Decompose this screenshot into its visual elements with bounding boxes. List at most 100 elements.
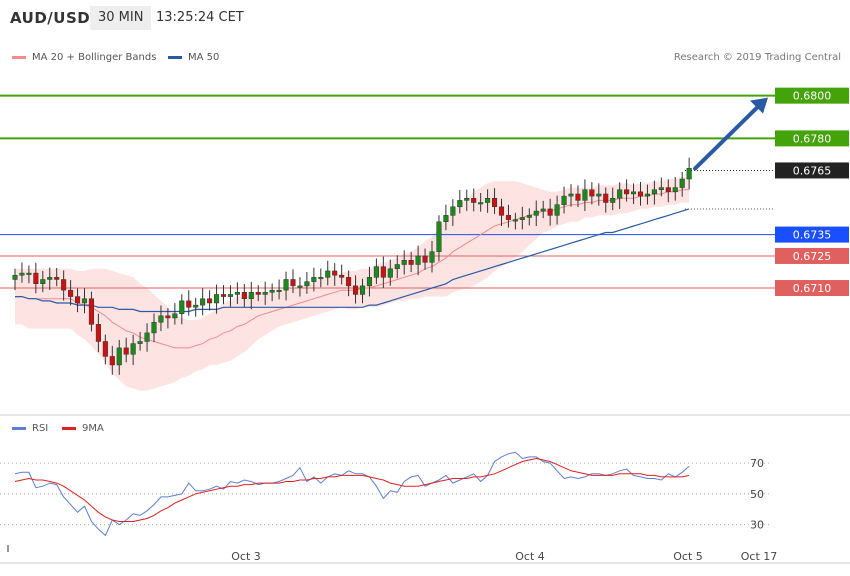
legend-bollinger-swatch (12, 55, 26, 59)
price-tag-0.6725: 0.6725 (775, 247, 849, 264)
candle (26, 265, 32, 284)
candle (512, 212, 518, 230)
candle-body (512, 219, 518, 222)
price-tag-0.6800: 0.6800 (775, 87, 849, 104)
candle-body (624, 189, 630, 195)
price-tag-label: 0.6780 (793, 132, 832, 145)
candle (12, 268, 18, 291)
price-tag-label: 0.6710 (793, 282, 832, 295)
candle-body (158, 315, 164, 323)
candle (380, 256, 386, 288)
candle-body (276, 289, 282, 292)
candle-body (631, 191, 637, 195)
price-tag-background (775, 87, 849, 104)
candle (359, 278, 366, 304)
candle-body (603, 193, 609, 203)
candle (498, 198, 505, 227)
candle-body (123, 347, 129, 355)
candle (346, 270, 352, 297)
candle (526, 208, 532, 226)
rsi-tick-label: 50 (750, 488, 764, 501)
candle (408, 251, 414, 273)
candle (624, 179, 630, 202)
candle (172, 303, 178, 325)
bollinger-band-area (15, 176, 690, 391)
candle (686, 157, 692, 190)
price-tag-background (775, 162, 849, 179)
price-tag-label: 0.6800 (793, 90, 832, 103)
candle-body (415, 255, 421, 265)
candle-body (332, 270, 338, 276)
candle-body (297, 285, 303, 288)
candle (207, 290, 213, 311)
legend-ma50-label: MA 50 (188, 52, 220, 63)
candle (387, 259, 393, 286)
candle-body (47, 277, 53, 280)
candle-body (200, 298, 206, 306)
candle (679, 171, 685, 197)
candle (116, 339, 122, 375)
candle-body (617, 189, 623, 199)
candle-body (33, 272, 39, 284)
interval-selector[interactable]: 30 MIN (90, 6, 152, 30)
candle (75, 288, 81, 313)
x-axis-label: Oct 4 (515, 550, 545, 563)
candle (269, 283, 275, 302)
candle (429, 241, 435, 273)
candle-body (325, 270, 331, 278)
candle (457, 190, 463, 214)
candle-body (596, 193, 602, 197)
candle (505, 204, 511, 228)
timestamp: 13:25:24 CET (156, 10, 244, 25)
candle-body (637, 191, 644, 197)
candle-body (394, 264, 400, 270)
candle (179, 294, 185, 325)
research-credit: Research © 2019 Trading Central (673, 52, 841, 63)
candle-body (401, 259, 407, 265)
candle-body (610, 198, 616, 203)
candle-body (165, 315, 171, 319)
candle-body (346, 277, 352, 287)
candle-body (679, 178, 685, 188)
candle-body (547, 208, 553, 216)
candle (436, 215, 442, 262)
legend-ma50: MA 50 (168, 52, 219, 63)
candle-body (492, 198, 498, 208)
candle (478, 193, 484, 212)
candle-body (575, 193, 581, 201)
candle (366, 266, 372, 297)
candle-body (19, 272, 25, 276)
legend-rsi: RSI (12, 423, 48, 434)
candle (450, 199, 456, 226)
rsi-tick-label: 70 (750, 457, 764, 470)
candle-body (172, 313, 178, 319)
candle-body (582, 189, 588, 201)
candle-body (485, 198, 491, 203)
candle-body (81, 298, 88, 304)
x-axis-label: Oct 3 (231, 550, 261, 563)
ma50-line (15, 208, 690, 313)
candle-body (429, 251, 435, 263)
candle (47, 267, 53, 291)
candle-body (130, 343, 136, 355)
candle (519, 206, 525, 230)
legend-rsi-label: RSI (32, 423, 49, 434)
rsi-9ma-line (14, 457, 690, 522)
candle (214, 284, 220, 314)
candle-body (540, 208, 546, 212)
candle (672, 177, 678, 201)
candle-body (457, 200, 463, 208)
candle (193, 297, 199, 317)
candle-body (339, 274, 345, 278)
projection-arrow-shaft (693, 102, 762, 171)
candle-body (422, 255, 428, 263)
candle (276, 279, 282, 300)
candle-body (75, 296, 81, 304)
candle (415, 245, 421, 276)
candle (297, 277, 303, 297)
candle (88, 291, 95, 332)
candle (102, 334, 108, 365)
candle (332, 263, 338, 286)
candle (401, 250, 407, 275)
